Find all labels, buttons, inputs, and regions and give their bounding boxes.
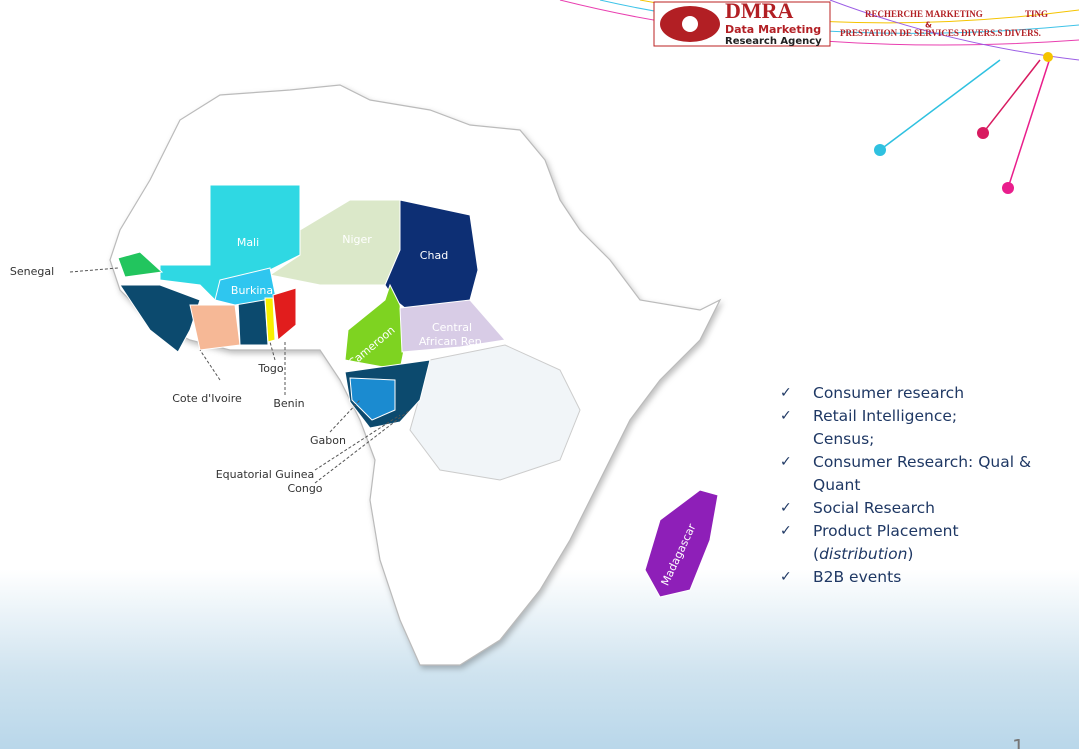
country-label: Chad [420,249,448,262]
bullet-text: Retail Intelligence; [813,407,958,425]
country-car [399,299,506,353]
tagline: PRESTATION DE SERVICES DIVERS.S DIVERS. [840,28,1041,38]
bullet-text: Consumer Research: Qual & Quant [813,453,1032,494]
logo-line: Research Agency [725,36,822,47]
page-number: 1 [1012,735,1025,749]
tagline: RECHERCHE MARKETING [865,9,983,19]
country-label: Togo [257,362,284,375]
bullet-item: Retail Intelligence; [780,405,1040,428]
country-label: Gabon [310,434,346,447]
bullet-text: distribution [819,545,908,563]
bullet-item: Social Research [780,497,1040,520]
country-label: Burkina [231,284,273,297]
bullet-text: Product Placement ( [813,522,959,563]
bullet-item: Product Placement (distribution) [780,520,1040,566]
bullet-item: Census; [780,428,1040,451]
country-togo [264,297,276,343]
bullet-text: B2B events [813,568,902,586]
country-label: Central [432,321,472,334]
country-label: Mali [237,236,259,249]
logo-title: DMRA [725,0,794,23]
logo-line: Data Marketing [725,23,821,36]
country-ghana [237,299,269,346]
country-label: Senegal [10,265,54,278]
bullet-item: Consumer Research: Qual & Quant [780,451,1040,497]
country-gabon [349,377,396,421]
bullet-text: Census; [813,430,875,448]
country-senegal [117,251,164,278]
country-benin [272,287,297,341]
bullet-list: Consumer research Retail Intelligence; Cen… [780,382,1040,589]
country-label: Congo [287,482,322,495]
country-label: Benin [273,397,304,410]
country-guinea [119,284,201,353]
bullet-text: Social Research [813,499,935,517]
tagline: & [925,21,932,30]
country-burkina [214,267,277,306]
country-label: Niger [342,233,372,246]
tagline: TING [1025,9,1048,19]
country [409,344,581,481]
country-label: Equatorial Guinea [216,468,315,481]
country-cote-divoire [189,304,241,351]
country-label: Cote d'Ivoire [172,392,242,405]
country-madagascar [644,489,719,598]
callout-lines [69,267,411,484]
bullet-text: ) [907,545,914,563]
country-label: African Rep. [419,335,485,348]
bullet-item: Consumer research [780,382,1040,405]
bullet-text: Consumer research [813,384,965,402]
bullet-item: B2B events [780,566,1040,589]
